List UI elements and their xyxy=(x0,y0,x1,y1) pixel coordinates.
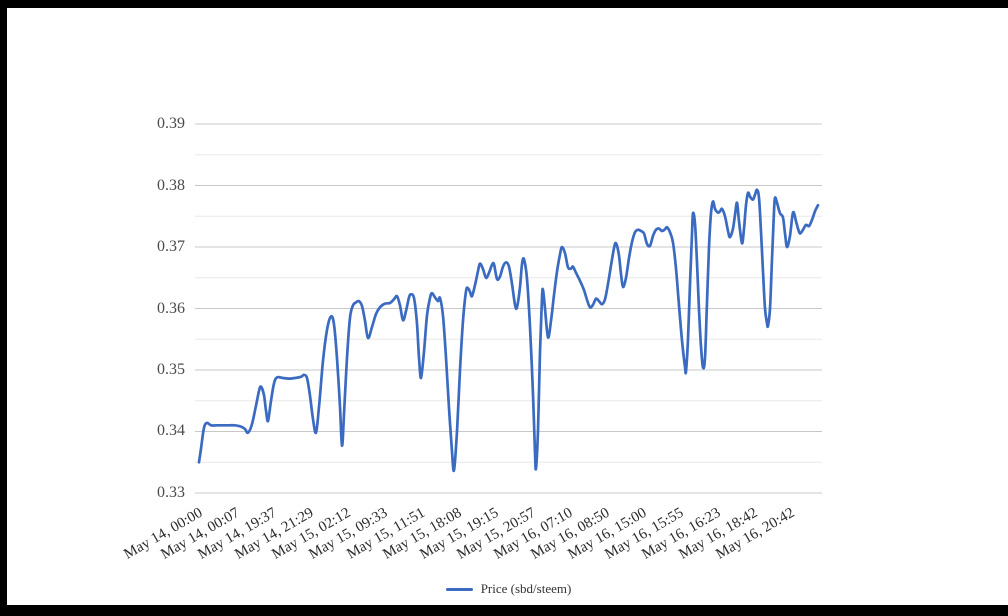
y-axis-tick-label: 0.33 xyxy=(157,484,185,501)
frame-border-top xyxy=(0,0,1008,8)
y-axis-tick-label: 0.34 xyxy=(157,422,185,439)
frame-border-left xyxy=(0,0,7,616)
price-line-series xyxy=(197,188,820,473)
legend-label: Price (sbd/steem) xyxy=(480,581,572,596)
y-axis-tick-label: 0.36 xyxy=(157,300,185,317)
y-axis-tick-label: 0.39 xyxy=(157,115,185,132)
y-axis-tick-label: 0.37 xyxy=(157,238,185,255)
legend-line-swatch xyxy=(445,587,473,591)
y-axis-tick-label: 0.38 xyxy=(157,177,185,194)
legend: Price (sbd/steem) xyxy=(195,581,822,597)
frame-border-bottom xyxy=(0,605,1008,616)
y-axis-tick-label: 0.35 xyxy=(157,361,185,378)
